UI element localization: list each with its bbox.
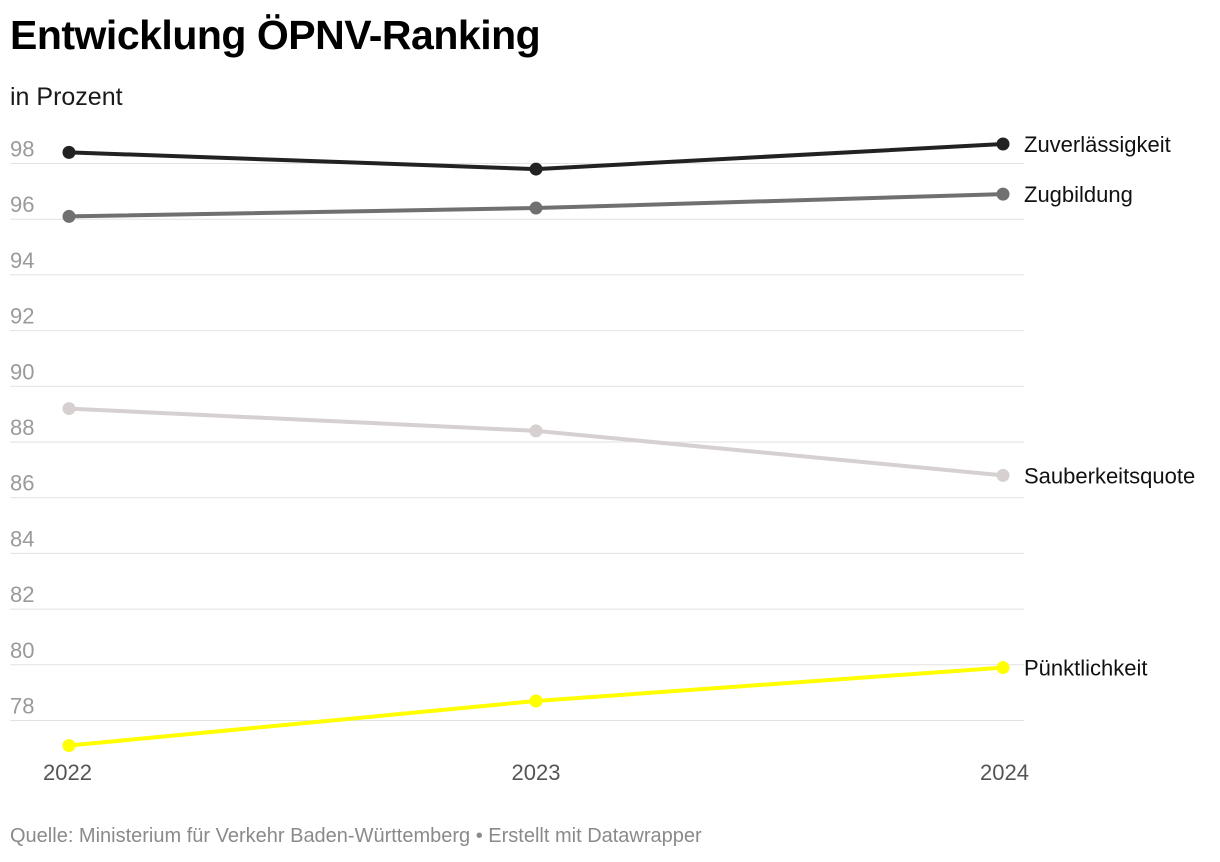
line-chart: 78 80 82 84 86 88 90 92 94 96 98 2022 2023 2024 Zuve…	[10, 132, 1195, 785]
y-tick-label-84: 84	[10, 526, 34, 551]
data-point-puenktlichkeit-2023	[529, 694, 543, 708]
y-tick-label-80: 80	[10, 638, 34, 663]
series-points	[62, 137, 1010, 753]
chart-title: Entwicklung ÖPNV-Ranking	[10, 12, 541, 58]
x-tick-label-2022: 2022	[43, 760, 92, 785]
data-point-sauberkeitsquote-2023	[529, 424, 543, 438]
series-label-puenktlichkeit: Pünktlichkeit	[1024, 656, 1148, 681]
chart-subtitle: in Prozent	[10, 83, 123, 111]
x-axis-ticks: 2022 2023 2024	[43, 760, 1029, 785]
y-tick-label-90: 90	[10, 359, 34, 384]
y-tick-label-78: 78	[10, 694, 34, 719]
y-axis-ticks: 78 80 82 84 86 88 90 92 94 96 98	[10, 137, 34, 719]
gridlines	[10, 163, 1024, 721]
y-tick-label-86: 86	[10, 471, 34, 496]
data-point-zuverlaessigkeit-2023	[529, 162, 543, 176]
series-labels: Zuverlässigkeit Zugbildung Sauberkeitsquot…	[1024, 132, 1195, 681]
x-tick-label-2023: 2023	[512, 760, 561, 785]
x-tick-label-2024: 2024	[980, 760, 1029, 785]
series-label-sauberkeitsquote: Sauberkeitsquote	[1024, 463, 1195, 488]
data-point-puenktlichkeit-2022	[62, 739, 76, 753]
data-point-zuverlaessigkeit-2024	[996, 137, 1010, 151]
y-tick-label-96: 96	[10, 192, 34, 217]
y-tick-label-88: 88	[10, 415, 34, 440]
y-tick-label-94: 94	[10, 248, 34, 273]
y-tick-label-98: 98	[10, 137, 34, 162]
data-point-zugbildung-2022	[62, 209, 76, 223]
y-tick-label-82: 82	[10, 582, 34, 607]
y-tick-label-92: 92	[10, 304, 34, 329]
data-point-zugbildung-2024	[996, 187, 1010, 201]
data-point-zuverlaessigkeit-2022	[62, 145, 76, 159]
series-lines	[67, 142, 1005, 748]
data-point-puenktlichkeit-2024	[996, 661, 1010, 675]
data-point-sauberkeitsquote-2024	[996, 468, 1010, 482]
series-label-zugbildung: Zugbildung	[1024, 182, 1133, 207]
series-label-zuverlaessigkeit: Zuverlässigkeit	[1024, 132, 1171, 157]
data-point-sauberkeitsquote-2022	[62, 402, 76, 416]
data-point-zugbildung-2023	[529, 201, 543, 215]
source-note: Quelle: Ministerium für Verkehr Baden-Wü…	[10, 825, 702, 847]
